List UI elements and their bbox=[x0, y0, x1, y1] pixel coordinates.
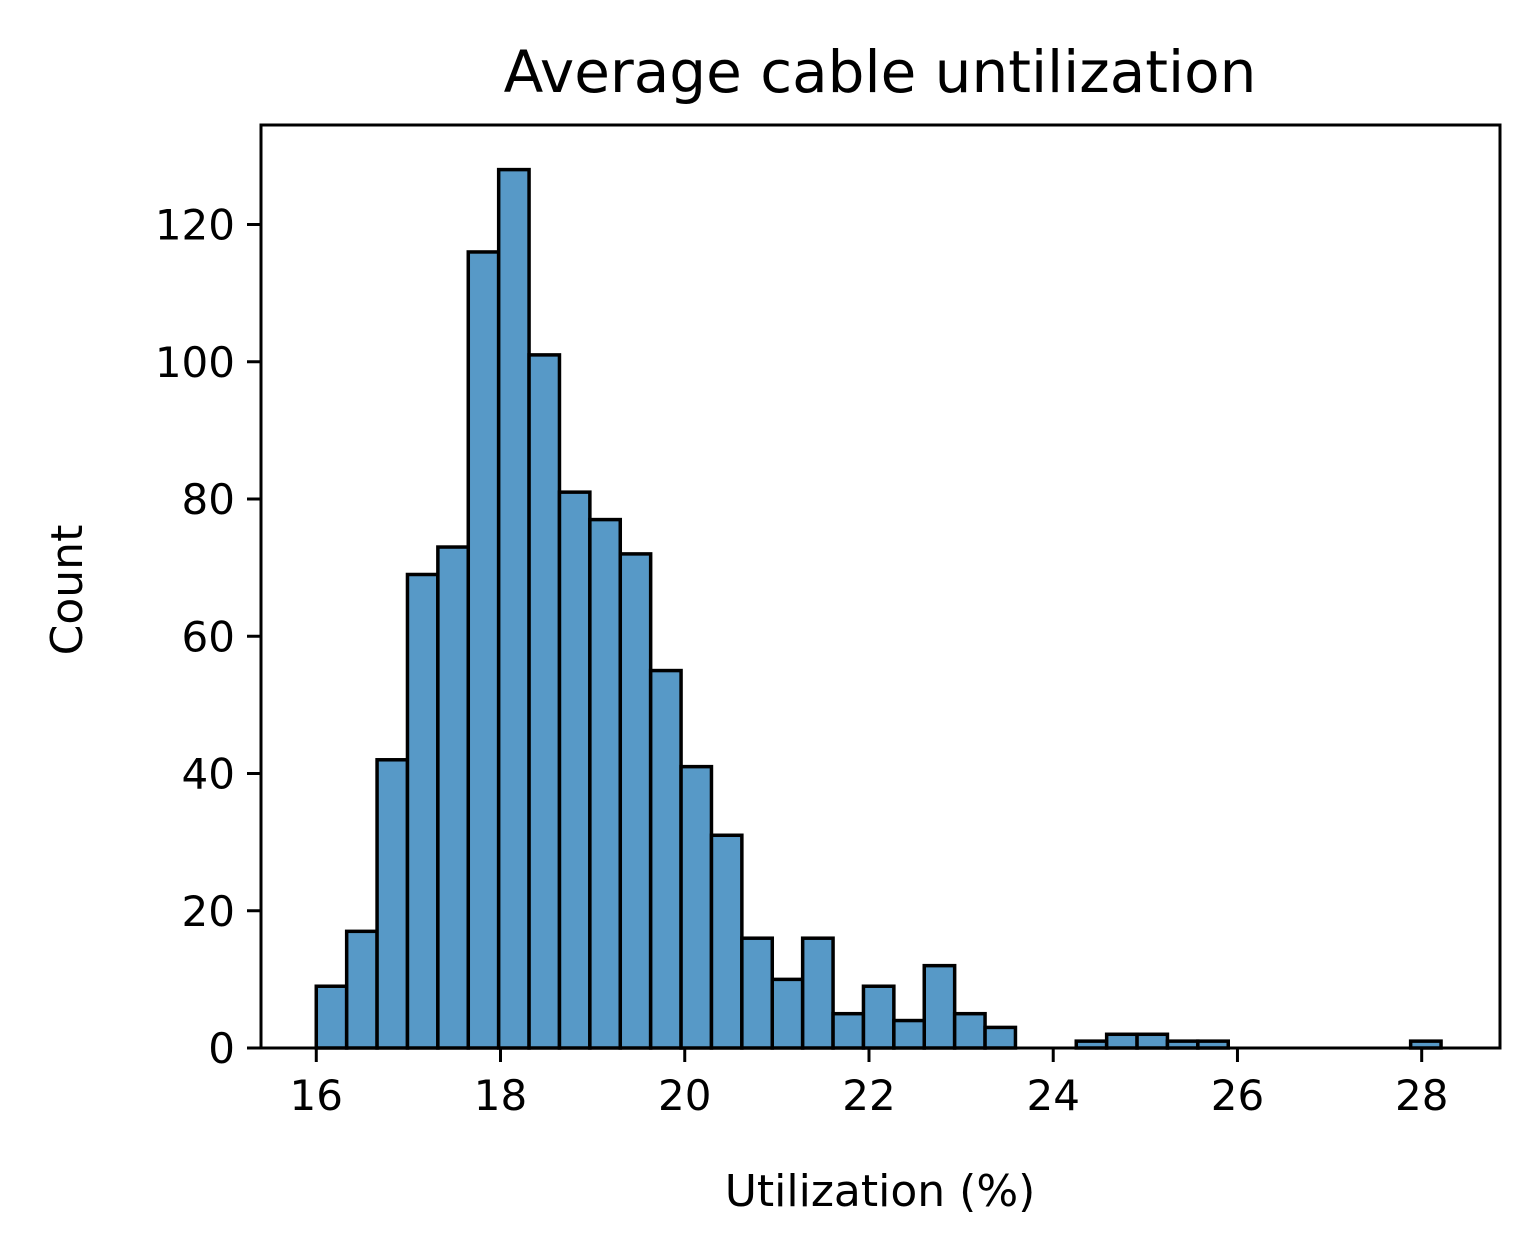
histogram-bar-14 bbox=[740, 936, 775, 1050]
histogram-bar-2 bbox=[375, 758, 410, 1050]
histogram-bar-20 bbox=[922, 963, 957, 1050]
y-tick-label: 120 bbox=[155, 201, 235, 250]
x-tick-label: 16 bbox=[290, 1071, 343, 1120]
y-tick-label: 40 bbox=[182, 750, 235, 799]
y-tick-label: 100 bbox=[155, 338, 235, 387]
bars-group bbox=[314, 167, 1443, 1050]
histogram-bar-8 bbox=[557, 490, 592, 1050]
x-tick-label: 20 bbox=[658, 1071, 711, 1120]
histogram-bar-16 bbox=[800, 936, 835, 1050]
x-tick-label: 22 bbox=[842, 1071, 895, 1120]
y-axis-ticks: 0 20 40 60 80 100 120 bbox=[155, 201, 261, 1073]
plot-frame bbox=[259, 123, 1502, 1050]
x-axis-ticks: 16 18 20 22 24 26 28 bbox=[290, 1048, 1448, 1120]
chart-title: Average cable untilization bbox=[504, 38, 1257, 106]
y-tick-label: 60 bbox=[182, 612, 235, 661]
x-tick-label: 26 bbox=[1211, 1071, 1264, 1120]
y-tick-label: 20 bbox=[182, 887, 235, 936]
histogram-bar-9 bbox=[588, 517, 623, 1050]
histogram-bar-19 bbox=[892, 1018, 927, 1050]
histogram-bar-0 bbox=[314, 984, 349, 1050]
histogram-bar-22 bbox=[983, 1025, 1018, 1050]
x-tick-label: 18 bbox=[474, 1071, 527, 1120]
x-tick-label: 24 bbox=[1026, 1071, 1079, 1120]
histogram-bar-6 bbox=[496, 167, 531, 1050]
y-axis-label: Count bbox=[42, 525, 93, 656]
histogram-bar-26 bbox=[1104, 1032, 1139, 1050]
histogram-bar-12 bbox=[679, 764, 714, 1050]
x-tick-label: 28 bbox=[1395, 1071, 1448, 1120]
histogram-bar-21 bbox=[952, 1011, 987, 1050]
histogram-bar-15 bbox=[770, 977, 805, 1050]
y-tick-label: 0 bbox=[208, 1024, 235, 1073]
x-axis-label: Utilization (%) bbox=[725, 1166, 1036, 1217]
histogram-bar-17 bbox=[831, 1011, 866, 1050]
histogram-bar-7 bbox=[527, 353, 562, 1050]
histogram-bar-27 bbox=[1135, 1032, 1170, 1050]
histogram-bar-4 bbox=[436, 545, 471, 1050]
histogram-bar-3 bbox=[405, 572, 440, 1050]
histogram-bar-18 bbox=[861, 984, 896, 1050]
histogram-bar-13 bbox=[709, 833, 744, 1050]
histogram-bar-11 bbox=[648, 668, 683, 1050]
histogram-bar-10 bbox=[618, 552, 653, 1050]
histogram-bar-5 bbox=[466, 250, 501, 1050]
histogram-bar-1 bbox=[344, 929, 379, 1050]
y-tick-label: 80 bbox=[182, 475, 235, 524]
